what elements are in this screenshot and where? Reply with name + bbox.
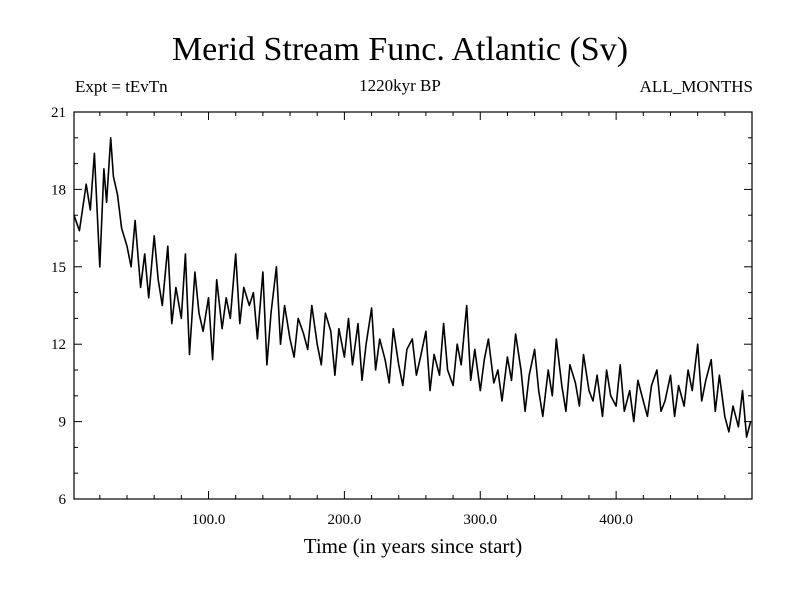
x-tick-label: 400.0 (599, 512, 633, 528)
series-group (73, 137, 752, 438)
y-tick-label: 15 (51, 260, 66, 276)
y-tick-label: 21 (51, 105, 66, 121)
series-line (73, 137, 752, 438)
y-tick-label: 18 (51, 182, 66, 198)
y-tick-label: 9 (59, 415, 67, 431)
x-tick-label: 300.0 (463, 512, 497, 528)
x-tick-label: 200.0 (328, 512, 362, 528)
chart-title: Merid Stream Func. Atlantic (Sv) (171, 31, 629, 68)
tick-labels: 6 9 12 15 18 21 100.0 200.0 300.0 400.0 (51, 105, 633, 528)
experiment-label: Expt = tEvTn (75, 77, 168, 96)
tick-marks (74, 111, 752, 500)
months-label: ALL_MONTHS (639, 77, 753, 96)
y-tick-label: 6 (59, 492, 67, 508)
period-label: 1220kyr BP (359, 76, 441, 95)
x-tick-label: 100.0 (192, 512, 226, 528)
y-tick-label: 12 (51, 337, 66, 353)
x-axis-label: Time (in years since start) (304, 534, 523, 558)
plot-frame (73, 111, 753, 500)
